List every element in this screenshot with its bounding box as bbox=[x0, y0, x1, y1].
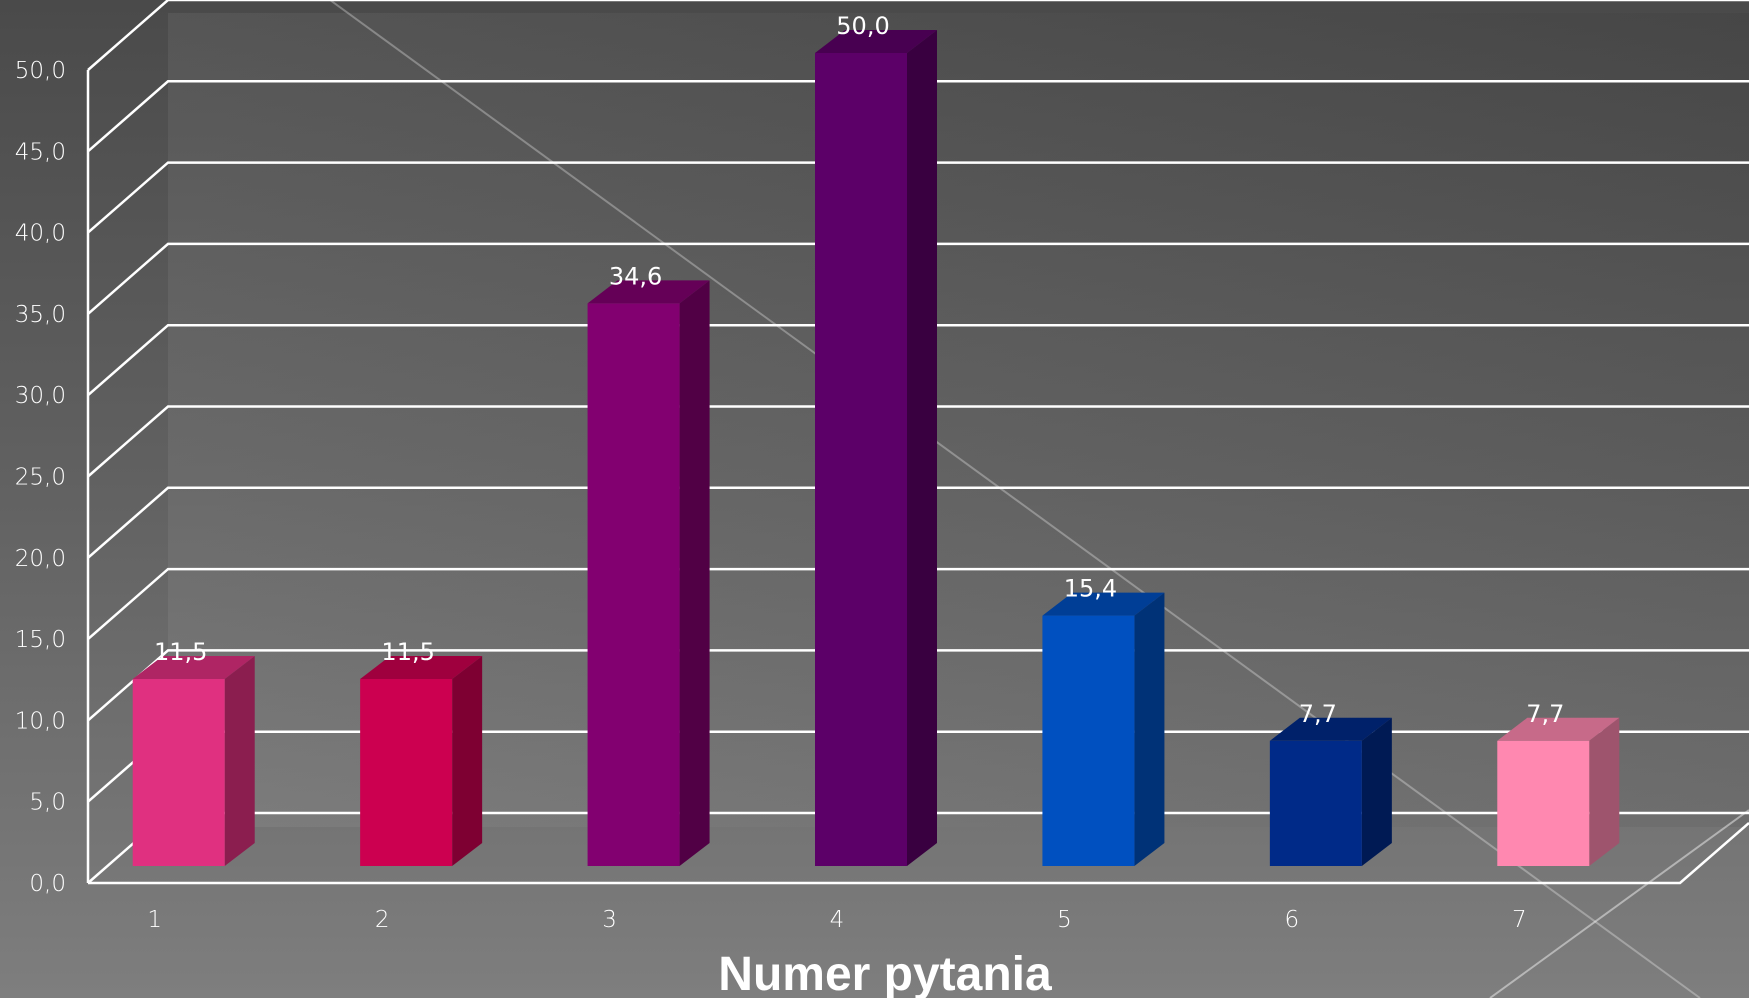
bar-top bbox=[1497, 717, 1620, 741]
bar: 50,0 bbox=[815, 12, 937, 866]
y-tick-label: 45,0 bbox=[15, 139, 66, 165]
x-axis-ticks: 1 2 3 4 5 6 7 bbox=[147, 907, 1526, 933]
bar-side bbox=[224, 656, 255, 866]
bar-front bbox=[1269, 740, 1362, 866]
gridline bbox=[87, 405, 1749, 478]
x-axis-line bbox=[88, 822, 1749, 885]
bar: 7,7 bbox=[1269, 700, 1392, 866]
gridline bbox=[87, 486, 1749, 559]
y-tick-label: 40,0 bbox=[15, 221, 66, 247]
x-tick-label: 1 bbox=[147, 907, 162, 933]
data-label: 11,5 bbox=[381, 638, 434, 666]
chart-back-wall bbox=[168, 13, 1749, 827]
bar-top bbox=[587, 280, 710, 304]
x-tick-label: 7 bbox=[1512, 907, 1527, 933]
y-tick-label: 35,0 bbox=[15, 302, 66, 328]
bar: 11,5 bbox=[360, 638, 483, 866]
bar: 11,5 bbox=[132, 638, 255, 866]
bar-side bbox=[679, 280, 710, 866]
y-tick-label: 20,0 bbox=[15, 546, 66, 572]
y-tick-label: 15,0 bbox=[15, 627, 66, 653]
x-tick-label: 6 bbox=[1285, 907, 1300, 933]
data-label: 50,0 bbox=[836, 12, 889, 40]
bar-top bbox=[815, 30, 937, 53]
data-label: 15,4 bbox=[1064, 575, 1117, 603]
decor-diagonal bbox=[329, 0, 1701, 998]
data-label: 7,7 bbox=[1526, 700, 1564, 728]
x-tick-label: 4 bbox=[830, 907, 845, 933]
bar-front bbox=[815, 53, 907, 866]
axes bbox=[86, 70, 1749, 885]
bar-front bbox=[1497, 740, 1590, 866]
bar-front bbox=[587, 303, 680, 866]
bar-front bbox=[1042, 615, 1135, 866]
bar: 34,6 bbox=[587, 262, 710, 866]
gridline bbox=[87, 80, 1749, 153]
gridline bbox=[87, 649, 1749, 722]
y-tick-label: 25,0 bbox=[15, 465, 66, 491]
bar-front bbox=[132, 679, 225, 866]
data-label: 11,5 bbox=[154, 638, 207, 666]
gridline bbox=[87, 323, 1749, 397]
bars: 11,5 11,5 34,6 50,0 15,4 7,7 7,7 bbox=[132, 12, 1620, 866]
gridlines bbox=[87, 0, 1749, 884]
y-tick-label: 30,0 bbox=[15, 383, 66, 409]
x-tick-label: 3 bbox=[602, 907, 617, 933]
x-tick-label: 2 bbox=[375, 907, 390, 933]
bar-top bbox=[1269, 717, 1392, 741]
decor-corner-line bbox=[1489, 809, 1749, 998]
data-label: 34,6 bbox=[609, 262, 662, 290]
x-axis-title: Numer pytania bbox=[718, 948, 1052, 998]
data-label: 7,7 bbox=[1299, 700, 1337, 728]
y-tick-label: 5,0 bbox=[29, 790, 66, 816]
y-axis-ticks: 0,0 5,0 10,0 15,0 20,0 25,0 30,0 35,0 40,0 45,0 50… bbox=[15, 58, 66, 897]
y-tick-label: 10,0 bbox=[15, 708, 66, 734]
bar-side bbox=[1134, 592, 1165, 866]
bar: 7,7 bbox=[1497, 700, 1620, 866]
bar-side bbox=[1361, 717, 1392, 866]
gridline bbox=[87, 0, 1749, 71]
bar-front bbox=[360, 679, 453, 866]
y-tick-label: 50,0 bbox=[15, 58, 66, 84]
bar-side bbox=[452, 656, 483, 866]
gridline bbox=[87, 567, 1749, 641]
bar-top bbox=[132, 656, 255, 680]
y-tick-label: 0,0 bbox=[29, 871, 66, 897]
gridline bbox=[87, 161, 1749, 234]
bar-side bbox=[1589, 717, 1620, 866]
bar-top bbox=[360, 656, 483, 680]
x-tick-label: 5 bbox=[1057, 907, 1072, 933]
bar-side bbox=[907, 30, 937, 866]
bar-top bbox=[1042, 592, 1165, 616]
bar: 15,4 bbox=[1042, 575, 1165, 866]
gridline bbox=[87, 242, 1749, 315]
